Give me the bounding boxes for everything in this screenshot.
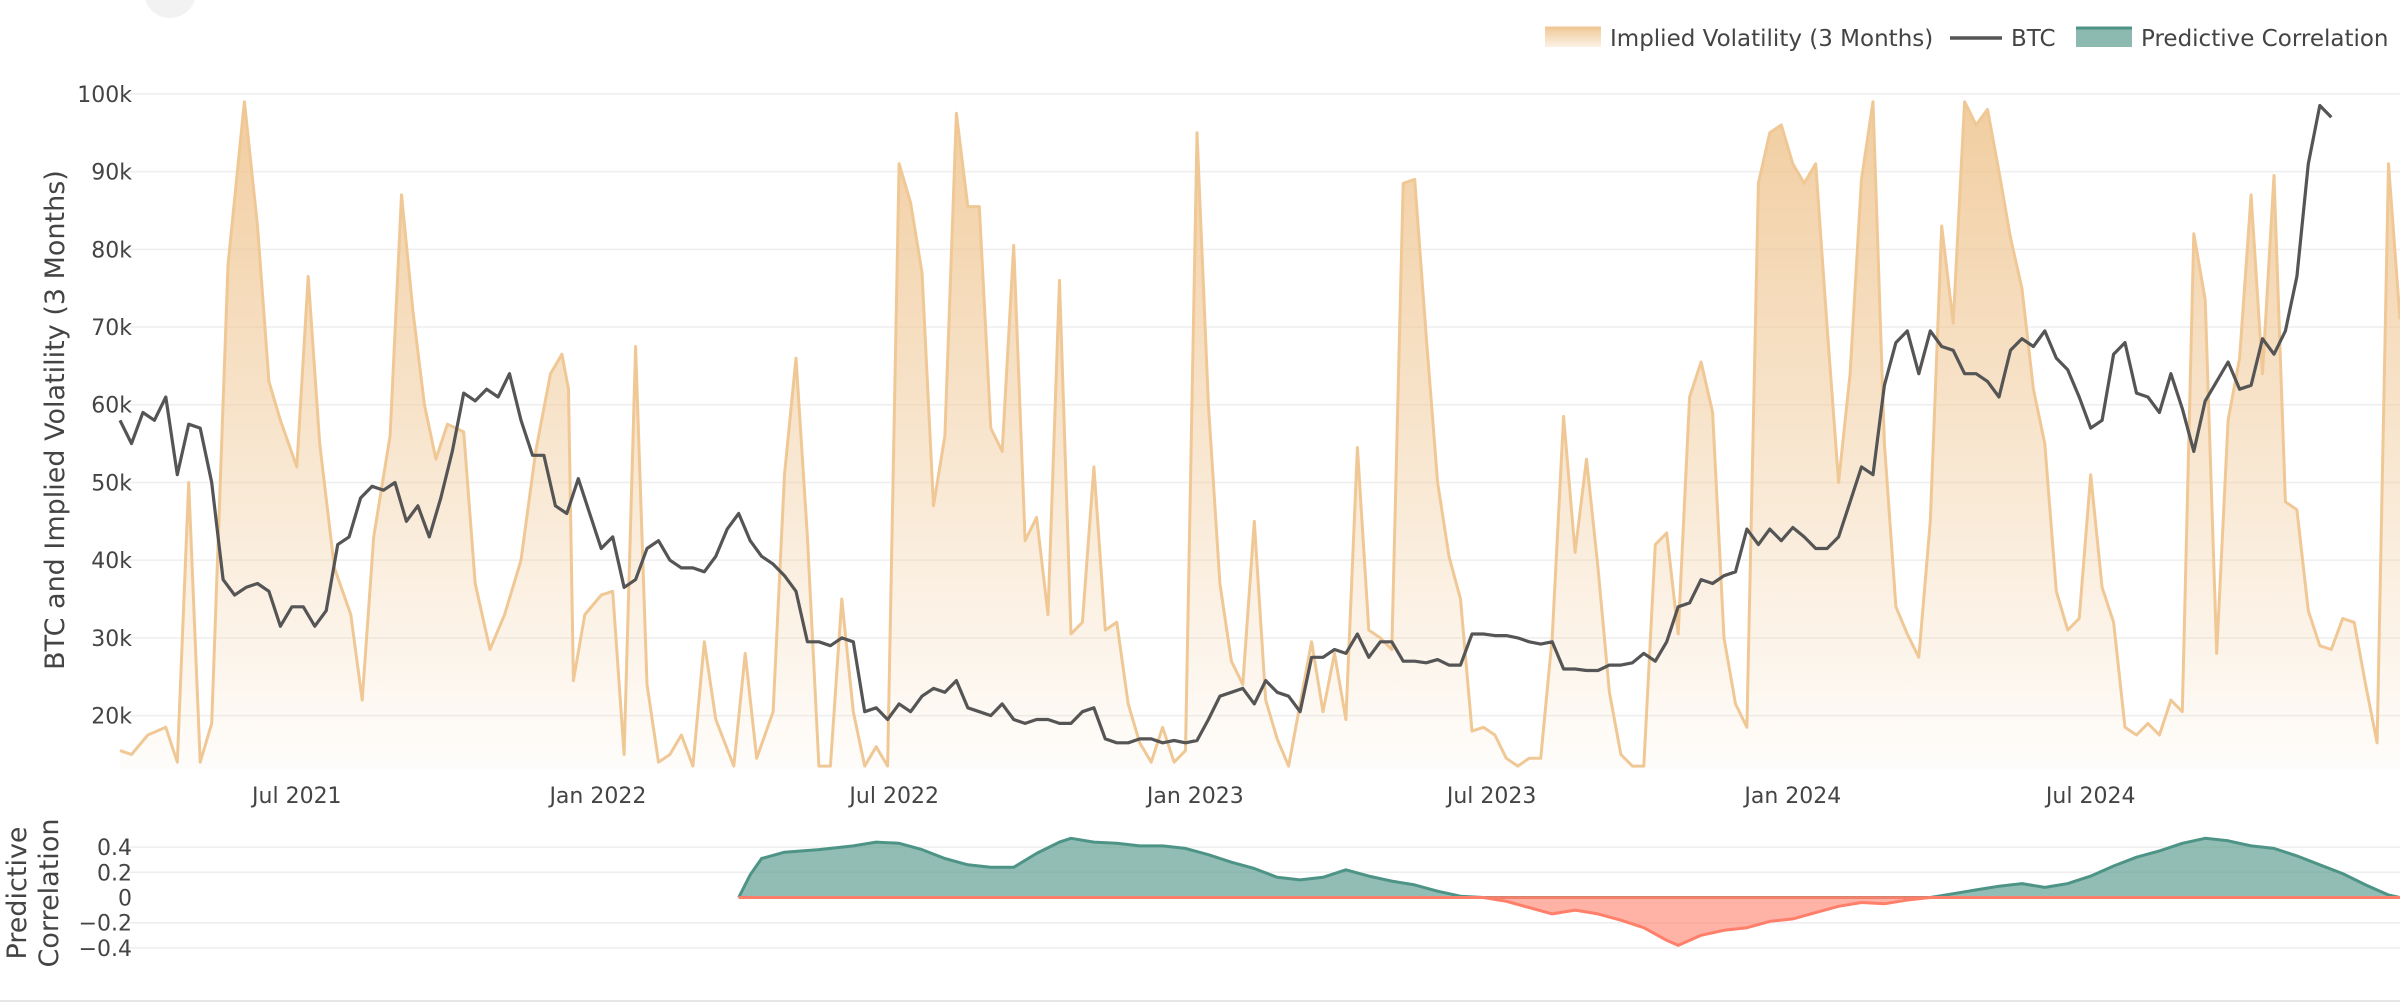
main-y-tick-label: 60k bbox=[91, 394, 132, 419]
correlation-y-axis-title-line-2: Correlation bbox=[34, 819, 65, 968]
btc-layer bbox=[118, 103, 2333, 745]
implied-volatility-line bbox=[119, 100, 2400, 768]
legend-item-implied-volatility[interactable]: Implied Volatility (3 Months) bbox=[1545, 26, 1933, 52]
correlation-areas bbox=[737, 836, 2400, 947]
main-y-tick-label: 20k bbox=[91, 705, 132, 730]
main-y-tick-label: 50k bbox=[91, 472, 132, 497]
correlation-y-axis-title-line-1: Predictive bbox=[2, 826, 33, 959]
correlation-y-tick-label: −0.2 bbox=[79, 912, 132, 937]
main-y-axis-tick-labels: 20k 30k 40k 50k 60k 70k 80k 90k 100k bbox=[77, 83, 132, 730]
correlation-y-tick-label: 0.4 bbox=[97, 836, 132, 861]
main-y-tick-label: 70k bbox=[91, 316, 132, 341]
main-y-tick-label: 100k bbox=[77, 83, 132, 108]
x-tick-label: Jan 2024 bbox=[1742, 784, 1841, 809]
correlation-y-tick-label: 0.2 bbox=[97, 861, 132, 886]
correlation-y-tick-label: −0.4 bbox=[79, 937, 132, 962]
x-tick-label: Jul 2024 bbox=[2044, 784, 2136, 809]
corner-decoration bbox=[145, 0, 195, 18]
x-tick-label: Jan 2022 bbox=[547, 784, 646, 809]
x-tick-label: Jul 2022 bbox=[847, 784, 939, 809]
legend-label-btc: BTC bbox=[2011, 26, 2056, 52]
legend-item-predictive-correlation[interactable]: Predictive Correlation bbox=[2076, 26, 2389, 52]
legend-swatch-predictive-correlation bbox=[2076, 28, 2132, 47]
correlation-y-axis-tick-labels: −0.4−0.200.20.4 bbox=[79, 836, 132, 962]
x-tick-label: Jan 2023 bbox=[1145, 784, 1244, 809]
correlation-area-positive bbox=[738, 838, 2400, 898]
implied-volatility-area bbox=[120, 101, 2400, 770]
main-y-tick-label: 40k bbox=[91, 549, 132, 574]
x-tick-label: Jul 2023 bbox=[1445, 784, 1537, 809]
x-axis-tick-labels: Jul 2021 Jan 2022 Jul 2022 Jan 2023 Jul 2023… bbox=[250, 784, 2135, 809]
legend-label-implied-volatility: Implied Volatility (3 Months) bbox=[1610, 26, 1933, 52]
main-y-tick-label: 30k bbox=[91, 627, 132, 652]
main-y-tick-label: 90k bbox=[91, 161, 132, 186]
main-y-axis-title: BTC and Implied Volatility (3 Months) bbox=[40, 170, 71, 670]
x-tick-label: Jul 2021 bbox=[250, 784, 342, 809]
implied-volatility-layer bbox=[119, 100, 2400, 770]
legend-item-btc[interactable]: BTC bbox=[1950, 26, 2056, 52]
legend[interactable]: Implied Volatility (3 Months) BTC Predic… bbox=[1545, 26, 2389, 52]
legend-label-predictive-correlation: Predictive Correlation bbox=[2141, 26, 2389, 52]
correlation-y-tick-label: 0 bbox=[118, 887, 132, 912]
btc-line bbox=[118, 103, 2333, 745]
main-y-tick-label: 80k bbox=[91, 238, 132, 263]
correlation-y-axis-title: Predictive Correlation bbox=[2, 819, 65, 968]
legend-swatch-implied-volatility bbox=[1545, 28, 1601, 47]
correlation-area-negative bbox=[738, 897, 2400, 946]
